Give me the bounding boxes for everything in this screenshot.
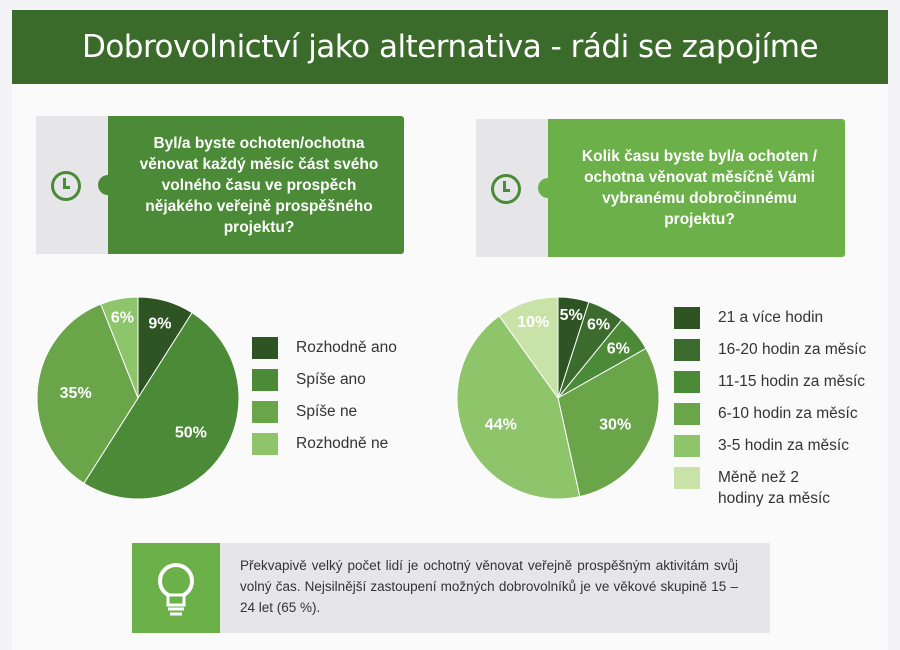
question-2-text: Kolik času byste byl/a ochoten / ochotna… [581,148,818,228]
lightbulb-icon-area [132,543,220,633]
legend-willingness: Rozhodně ano Spíše ano Spíše ne Rozhodně ne [252,337,397,465]
legend-label: Měně než 2 hodiny za měsíc [718,469,830,507]
pie-slice [36,303,139,484]
legend-swatch [674,435,700,457]
lightbulb-icon [158,563,194,616]
legend-label: 3-5 hodin za měsíc [718,437,849,454]
legend-swatch [674,467,700,489]
pie-slice [83,312,240,500]
legend-label: Spíše ne [296,403,358,420]
note-box: Překvapivě velký počet lidí je ochotný v… [132,543,770,633]
legend-item: Rozhodně ano [252,337,397,359]
legend-item: Měně než 2 hodiny za měsíc [674,467,866,509]
note-text: Překvapivě velký počet lidí je ochotný v… [240,558,738,615]
legend-item: 16-20 hodin za měsíc [674,339,866,361]
legend-label: Spíše ano [296,371,366,388]
pie-slice [498,296,559,400]
pie-slice-label: 50% [175,425,207,442]
question-1-icon-area [36,116,108,254]
legend-swatch [674,339,700,361]
pie-slice [557,347,660,498]
legend-item: 6-10 hodin za měsíc [674,403,866,425]
legend-item: 11-15 hodin za měsíc [674,371,866,393]
question-1-text: Byl/a byste ochoten/ochotna věnovat každ… [139,134,379,236]
legend-label: 16-20 hodin za měsíc [718,341,867,358]
pie-chart-hours: 5%6%6%30%44%10% [456,296,660,500]
pie-chart-willingness: 9% 50% 35% 6% [36,296,240,500]
legend-item: 21 a více hodin [674,307,866,329]
page-title: Dobrovolnictví jako alternativa - rádi s… [81,29,819,65]
legend-item: 3-5 hodin za měsíc [674,435,866,457]
pie-slice-label: 35% [60,385,92,402]
legend-swatch [252,337,278,359]
legend-swatch [674,403,700,425]
pie-slice-label: 5% [560,307,583,324]
question-1-box: Byl/a byste ochoten/ochotna věnovat každ… [36,116,404,254]
pie-slice [456,315,581,500]
legend-swatch [674,371,700,393]
legend-swatch [674,307,700,329]
pie-slice-label: 6% [587,316,610,333]
question-2-text-area: Kolik času byste byl/a ochoten / ochotna… [538,119,845,257]
pie-slice-label: 30% [599,417,631,434]
legend-item: Spíše ne [252,401,397,423]
pie-slice-label: 9% [148,315,171,332]
question-1-text-area: Byl/a byste ochoten/ochotna věnovat každ… [98,116,404,254]
pie-slice-label: 44% [485,417,517,434]
legend-item: Spíše ano [252,369,397,391]
pie-slice [100,296,139,399]
legend-label: Rozhodně ne [296,435,389,452]
legend-label: 11-15 hodin za měsíc [718,373,866,390]
pie-slice-label: 10% [517,314,549,331]
pie-slice-label: 6% [607,340,630,357]
clock-icon [51,171,81,201]
legend-label: 21 a více hodin [718,309,824,326]
question-2-icon-area [476,119,548,257]
legend-hours: 21 a více hodin 16-20 hodin za měsíc 11-15… [674,307,866,519]
question-2-box: Kolik času byste byl/a ochoten / ochotna… [476,119,845,257]
page-title-banner: Dobrovolnictví jako alternativa - rádi s… [12,10,888,84]
pie-slice-label: 6% [111,310,134,327]
legend-swatch [252,369,278,391]
legend-item: Rozhodně ne [252,433,397,455]
legend-label: 6-10 hodin za měsíc [718,405,858,422]
clock-icon [491,174,521,204]
legend-label: Rozhodně ano [296,339,397,356]
legend-swatch [252,401,278,423]
legend-swatch [252,433,278,455]
